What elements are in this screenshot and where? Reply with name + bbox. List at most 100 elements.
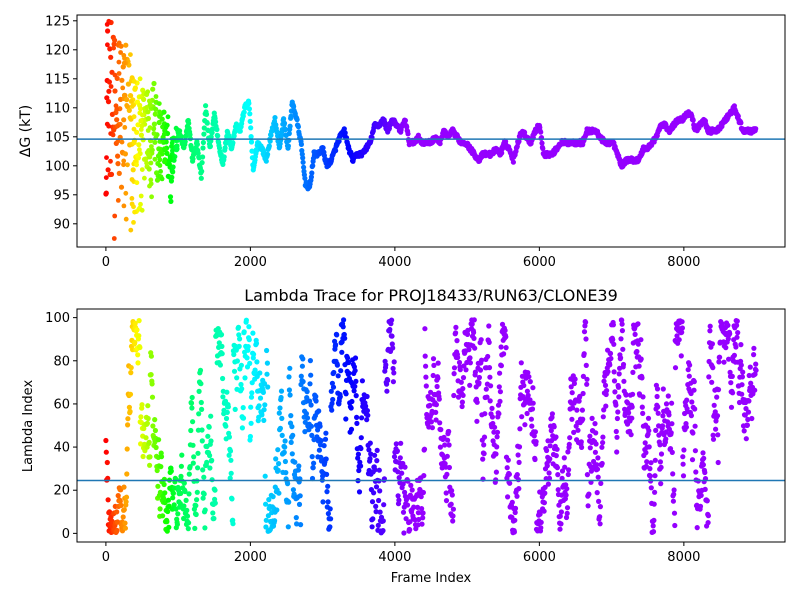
lambda-point (175, 511, 181, 517)
dg-point (167, 162, 172, 167)
lambda-point (263, 517, 269, 523)
lambda-point (190, 419, 196, 425)
dg-point (119, 139, 125, 145)
lambda-point (170, 495, 176, 501)
dg-point (122, 151, 128, 157)
dg-point (170, 148, 175, 154)
lambda-point (585, 503, 591, 509)
lambda-point (354, 420, 360, 426)
lambda-point (376, 497, 382, 504)
lambda-point (659, 423, 666, 429)
lambda-point (476, 380, 482, 386)
dg-point (129, 196, 135, 201)
dg-point (134, 162, 140, 168)
lambda-point (615, 409, 621, 415)
dg-point (113, 103, 119, 109)
dg-y-tick-label: 125 (45, 14, 70, 29)
lambda-point (374, 447, 380, 453)
lambda-point (748, 380, 754, 386)
lambda-point (600, 414, 606, 420)
lambda-point (149, 394, 156, 400)
lambda-point (366, 447, 372, 453)
dg-y-tick-label: 90 (53, 217, 70, 232)
lambda-point (480, 456, 486, 462)
lambda-point (348, 426, 355, 432)
lambda-point (390, 379, 396, 385)
lambda-point (647, 473, 653, 479)
dg-point (148, 177, 154, 183)
lambda-point (391, 454, 398, 460)
lambda-point (185, 526, 191, 532)
dg-point (287, 123, 293, 129)
lambda-point (505, 457, 511, 463)
lambda-point (441, 434, 447, 440)
lambda-point (348, 405, 354, 411)
lambda-point (728, 380, 734, 386)
lambda-point (138, 414, 144, 420)
lambda-point (752, 387, 758, 393)
lambda-point (343, 391, 349, 397)
lambda-point (371, 490, 377, 496)
lambda-point (616, 371, 622, 377)
lambda-point (420, 510, 426, 516)
lambda-y-tick-label: 20 (53, 484, 70, 499)
lambda-point (454, 338, 460, 344)
dg-point (208, 134, 214, 140)
lambda-point (194, 497, 200, 503)
lambda-point (231, 368, 238, 374)
lambda-point (714, 394, 720, 400)
lambda-point (250, 330, 256, 336)
lambda-point (135, 352, 141, 358)
lambda-point (218, 332, 225, 338)
lambda-point (527, 379, 533, 385)
lambda-point (658, 464, 664, 470)
lambda-point (706, 374, 712, 380)
lambda-point (492, 424, 498, 430)
dg-point (103, 175, 109, 181)
lambda-point (710, 436, 717, 442)
dg-point (138, 106, 144, 112)
lambda-point (277, 425, 283, 431)
lambda-point (187, 464, 193, 470)
lambda-point (289, 424, 295, 430)
lambda-point (541, 508, 547, 514)
lambda-point (739, 374, 746, 380)
dg-point (333, 148, 339, 154)
dg-point (169, 174, 175, 180)
lambda-point (259, 412, 265, 418)
dg-point (138, 132, 144, 138)
dg-point (122, 92, 128, 99)
lambda-point (658, 481, 664, 487)
dg-point (538, 129, 544, 135)
lambda-point (580, 373, 587, 379)
lambda-point (253, 340, 260, 346)
lambda-point (339, 349, 345, 355)
dg-point (152, 111, 158, 117)
lambda-point (265, 513, 271, 519)
lambda-point (681, 447, 687, 453)
lambda-point (679, 319, 685, 325)
lambda-point (644, 459, 650, 465)
lambda-point (309, 432, 315, 438)
lambda-point (359, 378, 365, 384)
lambda-point (148, 372, 154, 378)
lambda-point (498, 344, 504, 350)
lambda-point (325, 499, 331, 505)
lambda-point (157, 506, 163, 512)
lambda-point (202, 507, 208, 513)
lambda-point (594, 490, 600, 496)
lambda-point (714, 413, 721, 419)
lambda-point (547, 443, 553, 449)
lambda-point (235, 324, 242, 330)
lambda-point (515, 477, 522, 483)
lambda-point (329, 407, 335, 413)
dg-x-tick-label: 6000 (523, 255, 556, 270)
lambda-point (323, 456, 329, 462)
lambda-point (135, 360, 141, 366)
lambda-point (744, 422, 751, 428)
lambda-point (494, 434, 500, 440)
dg-point (131, 220, 136, 225)
lambda-point (477, 367, 484, 373)
dg-point (286, 130, 292, 137)
dg-point (157, 163, 163, 168)
